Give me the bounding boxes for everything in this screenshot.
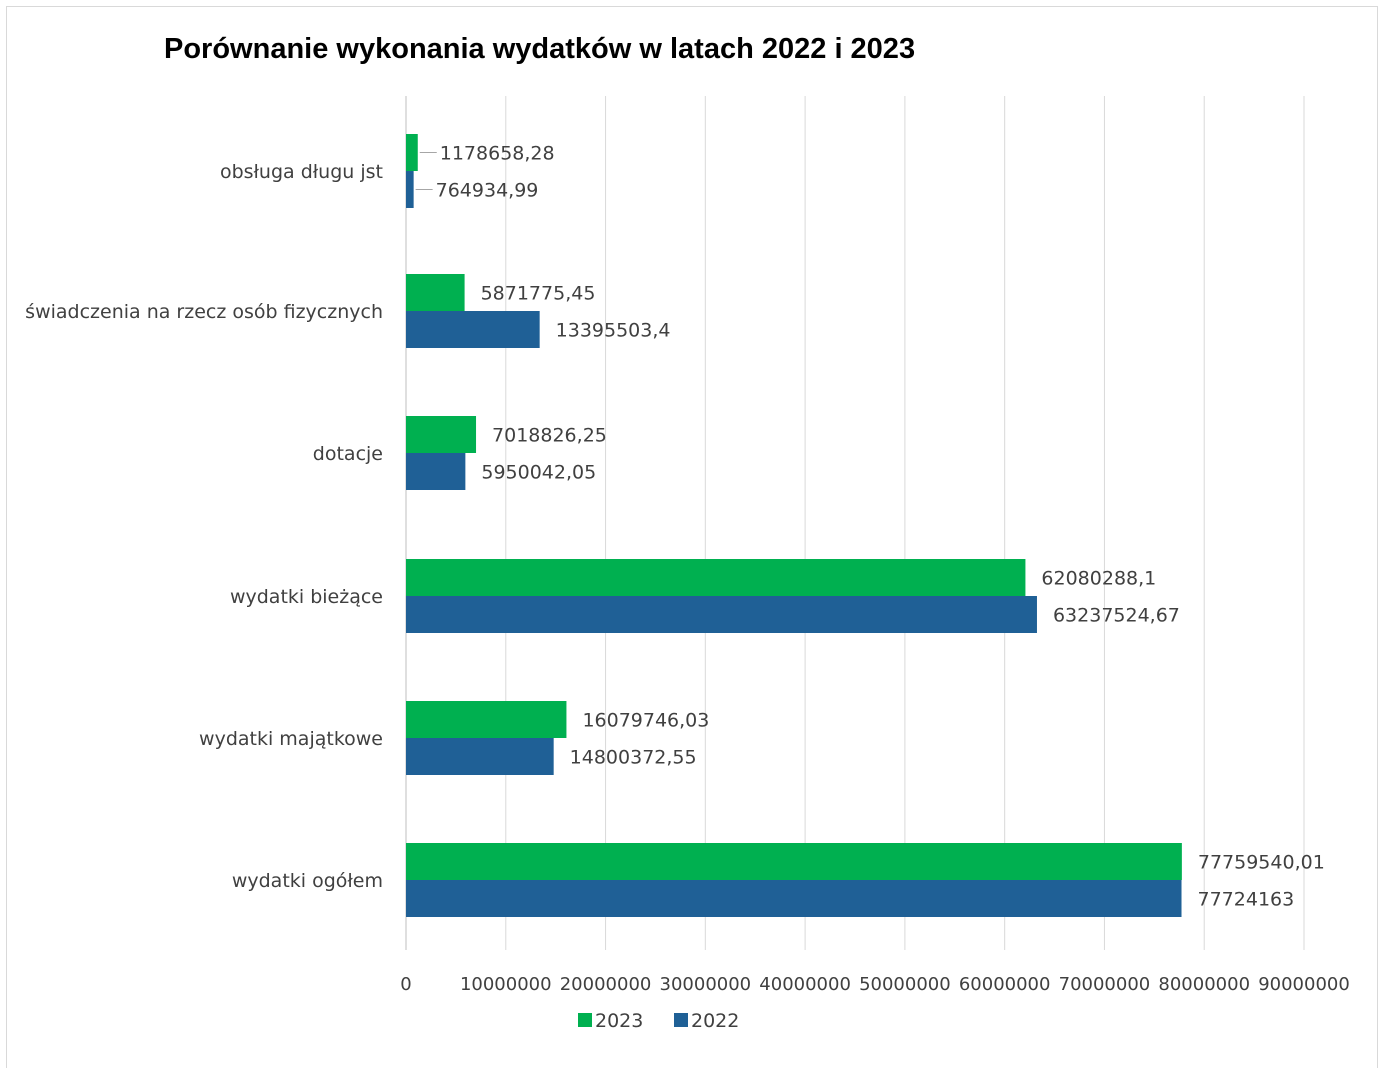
data-label-2022: 77724163 [1198,889,1295,911]
data-label-2022: 14800372,55 [570,747,697,769]
x-tick-label: 40000000 [759,974,851,995]
x-tick-label: 0 [400,974,411,995]
x-tick-label: 30000000 [660,974,752,995]
bar-2022 [406,311,540,348]
category-label: obsługa długu jst [220,161,383,183]
category-label: wydatki majątkowe [199,728,383,750]
x-tick-label: 50000000 [859,974,951,995]
data-label-2022: 5950042,05 [481,462,596,484]
bar-2023 [406,134,418,171]
x-tick-label: 90000000 [1258,974,1350,995]
data-label-2023: 16079746,03 [582,710,709,732]
data-label-2022: 13395503,4 [556,320,671,342]
bar-2023 [406,843,1182,880]
bar-2023 [406,559,1026,596]
data-label-2022: 63237524,67 [1053,605,1180,627]
bar-2023 [406,274,465,311]
x-tick-label: 20000000 [560,974,652,995]
legend-label-2022: 2022 [691,1010,739,1032]
legend-swatch-2022 [674,1013,688,1027]
category-label: dotacje [313,443,383,465]
category-label: wydatki ogółem [232,870,383,892]
data-label-2023: 1178658,28 [440,143,555,165]
legend-label-2023: 2023 [595,1010,643,1032]
bar-2022 [406,596,1037,633]
data-label-2023: 62080288,1 [1041,568,1156,590]
data-label-2022: 764934,99 [436,180,539,202]
data-label-2023: 77759540,01 [1198,852,1325,874]
bar-2022 [406,453,466,490]
x-tick-label: 60000000 [959,974,1051,995]
category-label: wydatki bieżące [230,586,383,608]
x-tick-label: 80000000 [1158,974,1250,995]
data-label-2023: 5871775,45 [481,283,596,305]
data-label-2023: 7018826,25 [492,425,607,447]
legend-swatch-2023 [578,1013,592,1027]
bar-2022 [406,171,414,208]
bar-2022 [406,880,1182,917]
x-tick-label: 10000000 [460,974,552,995]
bar-2023 [406,416,477,453]
bar-2022 [406,738,554,775]
chart-title: Porównanie wykonania wydatków w latach 2… [164,33,916,65]
x-tick-label: 70000000 [1059,974,1151,995]
bar-2023 [406,701,567,738]
category-label: świadczenia na rzecz osób fizycznych [25,301,383,323]
